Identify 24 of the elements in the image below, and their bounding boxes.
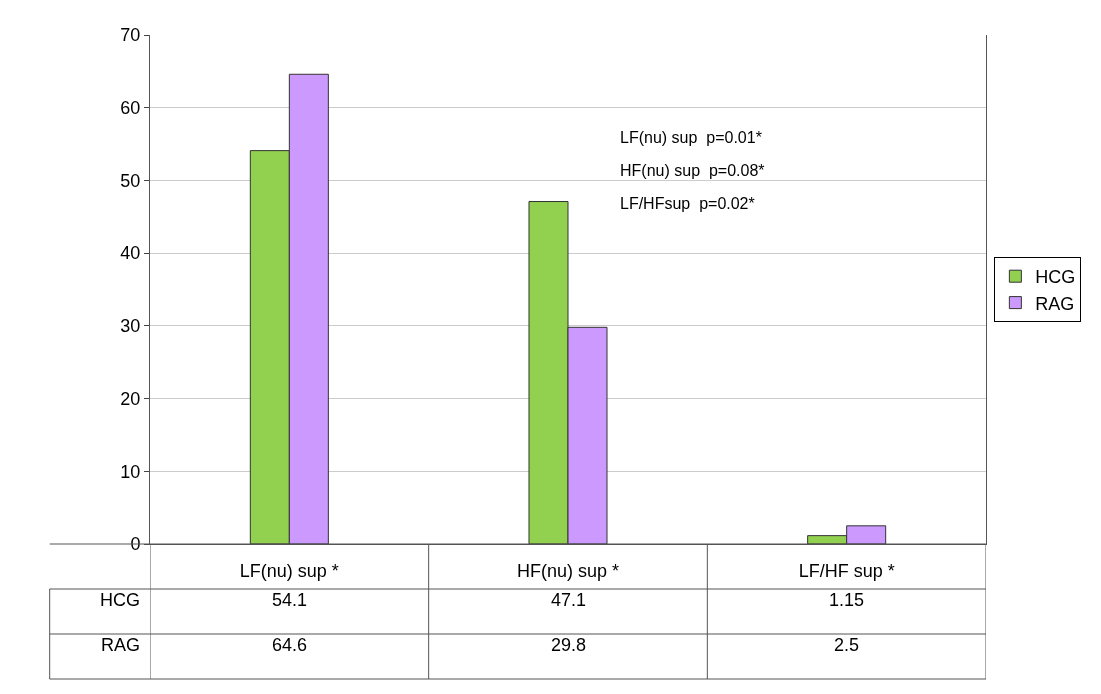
annotation: HF(nu) sup p=0.08* bbox=[620, 162, 765, 179]
y-tick-label: 30 bbox=[120, 316, 141, 337]
y-tick-label: 10 bbox=[120, 461, 141, 482]
text: RAG bbox=[101, 635, 141, 655]
x-tick-label: LF/HF sup * bbox=[798, 560, 895, 581]
annotation: LF/HFsup p=0.02* bbox=[620, 195, 755, 212]
data-label: 2.5 bbox=[834, 635, 860, 655]
text: HCG bbox=[100, 590, 140, 610]
y-tick-label: 60 bbox=[120, 98, 141, 119]
data-label: 47.1 bbox=[551, 590, 587, 610]
legend-label: RAG bbox=[1035, 293, 1075, 314]
data-label: 29.8 bbox=[551, 635, 587, 655]
annotation: LF(nu) sup p=0.01* bbox=[620, 129, 762, 146]
data-label: 1.15 bbox=[829, 590, 865, 610]
y-tick-label: 70 bbox=[120, 25, 141, 46]
x-tick-label: HF(nu) sup * bbox=[516, 560, 620, 581]
x-tick-label: LF(nu) sup * bbox=[239, 560, 339, 581]
data-label: 54.1 bbox=[272, 590, 308, 610]
y-tick-label: 50 bbox=[120, 170, 141, 191]
data-label: 64.6 bbox=[272, 635, 308, 655]
legend-label: HCG bbox=[1035, 267, 1076, 288]
y-tick-label: 0 bbox=[130, 534, 141, 555]
y-tick-label: 40 bbox=[120, 243, 141, 264]
y-tick-label: 20 bbox=[120, 388, 141, 409]
